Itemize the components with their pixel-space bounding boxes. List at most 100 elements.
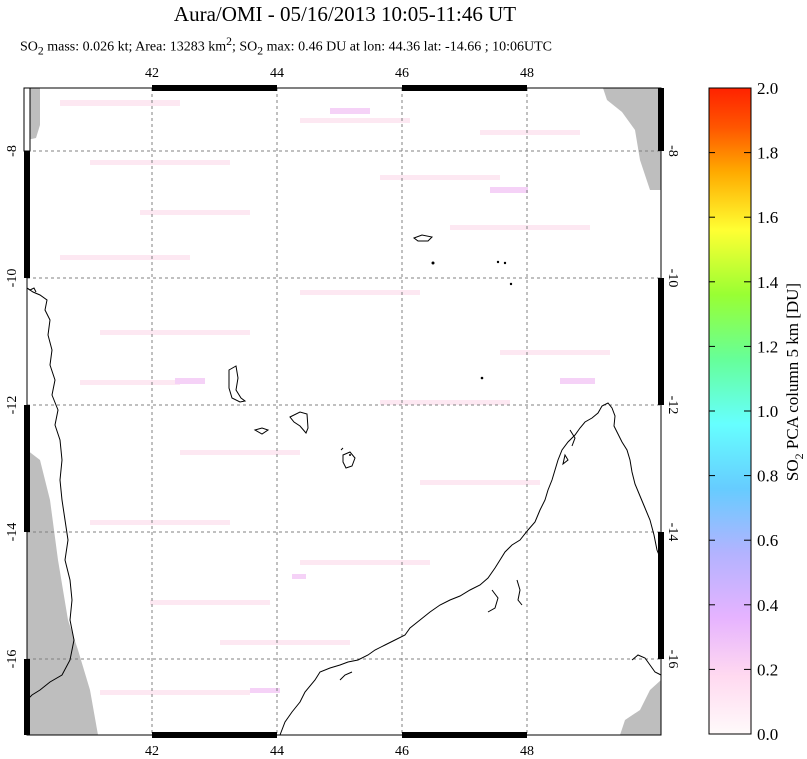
lat-label: -8 (5, 145, 20, 157)
so2-streak (500, 350, 610, 355)
islet (503, 261, 507, 265)
frame-band-left (24, 659, 30, 735)
lon-labels-bottom: 42 44 46 48 (145, 744, 534, 759)
lon-labels-top: 42 44 46 48 (145, 66, 534, 81)
lat-label: -8 (665, 145, 680, 157)
so2-streak (220, 640, 350, 645)
so2-streak (300, 290, 420, 295)
lat-label: -14 (5, 523, 20, 542)
lon-label: 42 (145, 744, 159, 759)
cb-label: 0.6 (757, 531, 778, 550)
lat-labels-left: -8 -10 -12 -14 -16 (5, 145, 20, 668)
cb-label: 1.4 (757, 273, 779, 292)
so2-hotspot (330, 108, 370, 114)
cb-label: 0.4 (757, 596, 779, 615)
nodata-bottom-left (27, 450, 98, 735)
cb-label: 2.0 (757, 79, 778, 98)
frame-band-right (658, 532, 664, 659)
cb-label: 1.6 (757, 208, 778, 227)
lat-label: -12 (665, 396, 680, 415)
anjouan-island (289, 411, 309, 434)
colorbar-labels: 2.0 1.8 1.6 1.4 1.2 1.0 0.8 0.6 0.4 0.2 … (757, 79, 779, 744)
frame-band-top (152, 85, 277, 91)
islet (496, 260, 500, 264)
so2-hotspot (490, 187, 528, 193)
so2-streak (90, 520, 230, 525)
so2-streak (380, 175, 500, 180)
madagascar-north-islet (569, 429, 576, 447)
coastlines (26, 234, 662, 736)
lon-label: 46 (395, 66, 409, 81)
madagascar-east-coast (631, 654, 662, 676)
lon-label: 44 (270, 744, 284, 759)
islet (480, 376, 484, 380)
aldabra-atoll (412, 234, 434, 242)
frame-band-left-white (23, 87, 31, 152)
islet (431, 261, 435, 265)
lon-label: 48 (520, 66, 534, 81)
madagascar-sw-detail (339, 671, 353, 681)
lon-label: 48 (520, 744, 534, 759)
so2-hotspot (560, 378, 595, 384)
colorbar-ticks (709, 87, 751, 735)
frame-band-right (658, 88, 664, 151)
africa-coast-detail (26, 287, 37, 293)
lat-label: -16 (5, 650, 20, 669)
nodata-regions (27, 88, 661, 735)
small-islets (349, 260, 513, 456)
lon-label: 46 (395, 744, 409, 759)
so2-hotspots (175, 108, 595, 693)
cb-label: 0.2 (757, 660, 778, 679)
frame-band-left (24, 405, 30, 532)
so2-streak (60, 255, 190, 260)
cb-label: 1.2 (757, 337, 778, 356)
so2-streak (150, 600, 270, 605)
so2-hotspot (292, 574, 306, 579)
madagascar-coastline (279, 402, 662, 736)
cb-label: 1.8 (757, 144, 778, 163)
nodata-bottom-right (620, 680, 661, 735)
islet (509, 282, 513, 286)
so2-streak (380, 400, 510, 405)
frame-band-bottom (152, 732, 277, 738)
grande-comore-island (228, 365, 247, 403)
lat-label: -12 (5, 396, 20, 415)
so2-streak (60, 100, 180, 106)
so2-streak (450, 225, 590, 230)
so2-streak (80, 380, 180, 385)
mayotte-island (342, 451, 356, 469)
nosy-be-island (562, 453, 569, 466)
moheli-island (253, 427, 270, 435)
so2-streak (420, 480, 540, 485)
chart-title: Aura/OMI - 05/16/2013 10:05-11:46 UT (173, 2, 517, 26)
so2-streak (100, 330, 250, 335)
cb-label: 1.0 (757, 402, 778, 421)
frame-band-bottom (402, 732, 527, 738)
so2-streak (480, 130, 580, 135)
lat-label: -16 (665, 650, 680, 669)
islet (349, 454, 351, 456)
lat-labels-right: -8 -10 -12 -14 -16 (665, 145, 680, 668)
madagascar-coast-detail (516, 579, 523, 606)
madagascar-bay (487, 589, 499, 613)
lon-label: 42 (145, 66, 159, 81)
frame-bands (23, 85, 664, 738)
chart-subtitle: SO2 mass: 0.026 kt; Area: 13283 km2; SO2… (20, 35, 552, 58)
so2-hotspot (175, 378, 205, 384)
colorbar-title: SO2 PCA column 5 km [DU] (783, 283, 806, 481)
so2-streak (140, 210, 250, 215)
so2-streak (100, 690, 250, 695)
so2-hotspot (250, 688, 280, 693)
so2-streak (180, 450, 300, 455)
africa-coastline (26, 287, 75, 701)
frame-band-left (24, 151, 30, 278)
so2-streak (90, 160, 230, 165)
lat-label: -10 (665, 269, 680, 288)
map-background (27, 88, 661, 735)
frame-band-top (402, 85, 527, 91)
so2-streak (300, 118, 410, 123)
nodata-top-right (603, 88, 661, 190)
lat-label: -14 (665, 523, 680, 542)
graticule (27, 88, 661, 735)
